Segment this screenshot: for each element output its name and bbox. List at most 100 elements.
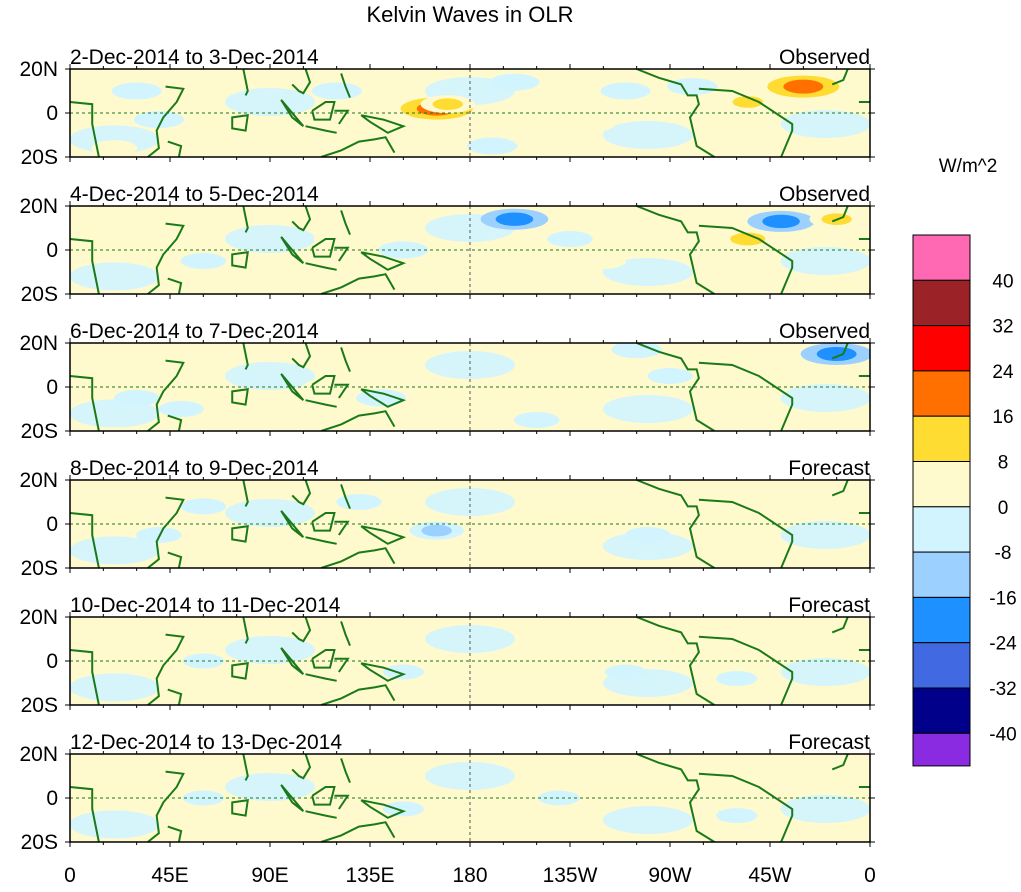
anomaly-contour (311, 533, 362, 551)
colorbar-label: 8 (998, 453, 1009, 474)
colorbar-swatch (912, 596, 971, 644)
anomaly-patch (602, 121, 693, 149)
colorbar-swatch (912, 461, 971, 508)
anomaly-contour (113, 390, 160, 406)
coastline (167, 414, 183, 431)
panel-date-range: 8-Dec-2014 to 9-Dec-2014 (70, 457, 319, 480)
anomaly-contour (467, 137, 518, 155)
anomaly-contour (600, 82, 651, 100)
coastline (167, 277, 183, 294)
coastline (242, 206, 249, 233)
coastline (147, 496, 185, 568)
coastline (70, 649, 100, 705)
coastline (698, 498, 794, 568)
map-panel: 12-Dec-2014 to 13-Dec-2014 Forecast 20N 0 20… (19, 731, 875, 854)
colorbar-label: 32 (992, 317, 1013, 338)
anomaly-patch (70, 536, 160, 565)
colorbar-swatch (912, 732, 971, 767)
coastline (320, 547, 396, 568)
coastline (311, 649, 336, 669)
region-box (231, 525, 249, 543)
anomaly-contour (469, 253, 516, 269)
coastline (167, 825, 183, 842)
colorbar-label: -24 (989, 634, 1017, 655)
coastline (291, 480, 312, 506)
coastline (242, 69, 249, 96)
anomaly-core (432, 98, 463, 110)
colorbar-label: -40 (989, 724, 1016, 745)
x-tick-label: 45W (748, 864, 791, 887)
region-box (231, 114, 249, 132)
coastline (831, 480, 849, 497)
y-tick-label: 0 (46, 102, 58, 125)
coastline (320, 410, 396, 431)
y-tick-label: 20S (21, 420, 58, 443)
anomaly-core (783, 79, 824, 94)
y-tick-label: 0 (46, 513, 58, 536)
anomaly-patch (602, 532, 693, 560)
x-tick-label: 180 (452, 864, 487, 887)
anomaly-patch (602, 395, 693, 423)
coastline (831, 754, 849, 771)
colorbar-swatch (912, 415, 971, 463)
coastline (698, 361, 794, 431)
x-tick-label: 90W (648, 864, 691, 887)
anomaly-patch (225, 636, 315, 664)
coastline (831, 69, 849, 86)
anomaly-patch (225, 499, 315, 527)
anomaly-contour (313, 231, 360, 247)
anomaly-patch (602, 258, 693, 286)
anomaly-contour (611, 343, 662, 359)
colorbar-label: -16 (989, 588, 1016, 609)
coastline (167, 551, 183, 568)
coastline (334, 383, 350, 399)
x-tick-label: 90E (251, 864, 288, 887)
figure-title: Kelvin Waves in OLR (366, 2, 573, 27)
y-tick-label: 20S (21, 694, 58, 717)
coastline (320, 684, 396, 705)
anomaly-core (495, 212, 534, 226)
map-panel: 8-Dec-2014 to 9-Dec-2014 Forecast 20N 0 20S (19, 457, 875, 580)
coastline (340, 210, 351, 235)
coastline (636, 754, 715, 842)
y-tick-label: 20S (21, 283, 58, 306)
coastline (831, 617, 849, 634)
anomaly-contour (580, 253, 627, 269)
coastline (311, 238, 336, 258)
anomaly-contour (91, 140, 138, 157)
y-tick-label: 20S (21, 557, 58, 580)
coastline (698, 87, 794, 157)
coastline (636, 69, 715, 157)
anomaly-contour (180, 498, 227, 515)
anomaly-contour (716, 808, 758, 824)
anomaly-core (732, 96, 763, 108)
coastline (698, 635, 794, 705)
anomaly-core (421, 524, 452, 537)
anomaly-patch (225, 773, 315, 801)
colorbar-swatch (912, 642, 971, 689)
coastline (291, 69, 312, 95)
anomaly-contour (569, 116, 616, 132)
coastline (242, 754, 249, 781)
anomaly-patch (780, 247, 870, 275)
coastline (305, 673, 337, 682)
anomaly-contour (604, 664, 647, 680)
coastline (340, 347, 351, 372)
colorbar-label: -8 (995, 543, 1012, 564)
coastline (305, 536, 337, 545)
coastline (360, 662, 407, 682)
anomaly-patch (70, 810, 160, 839)
anomaly-patch (780, 795, 870, 823)
anomaly-contour (489, 73, 540, 91)
panel-type-label: Observed (779, 320, 870, 343)
anomaly-patch (780, 384, 870, 412)
coastline (360, 251, 407, 271)
coastline (831, 343, 849, 360)
coastline (334, 520, 350, 536)
coastline (147, 85, 185, 157)
anomaly-contour (624, 527, 671, 543)
coastline (340, 484, 351, 509)
panel-date-range: 4-Dec-2014 to 5-Dec-2014 (70, 183, 319, 206)
coastline (340, 758, 351, 783)
x-tick-label: 135E (345, 864, 394, 887)
